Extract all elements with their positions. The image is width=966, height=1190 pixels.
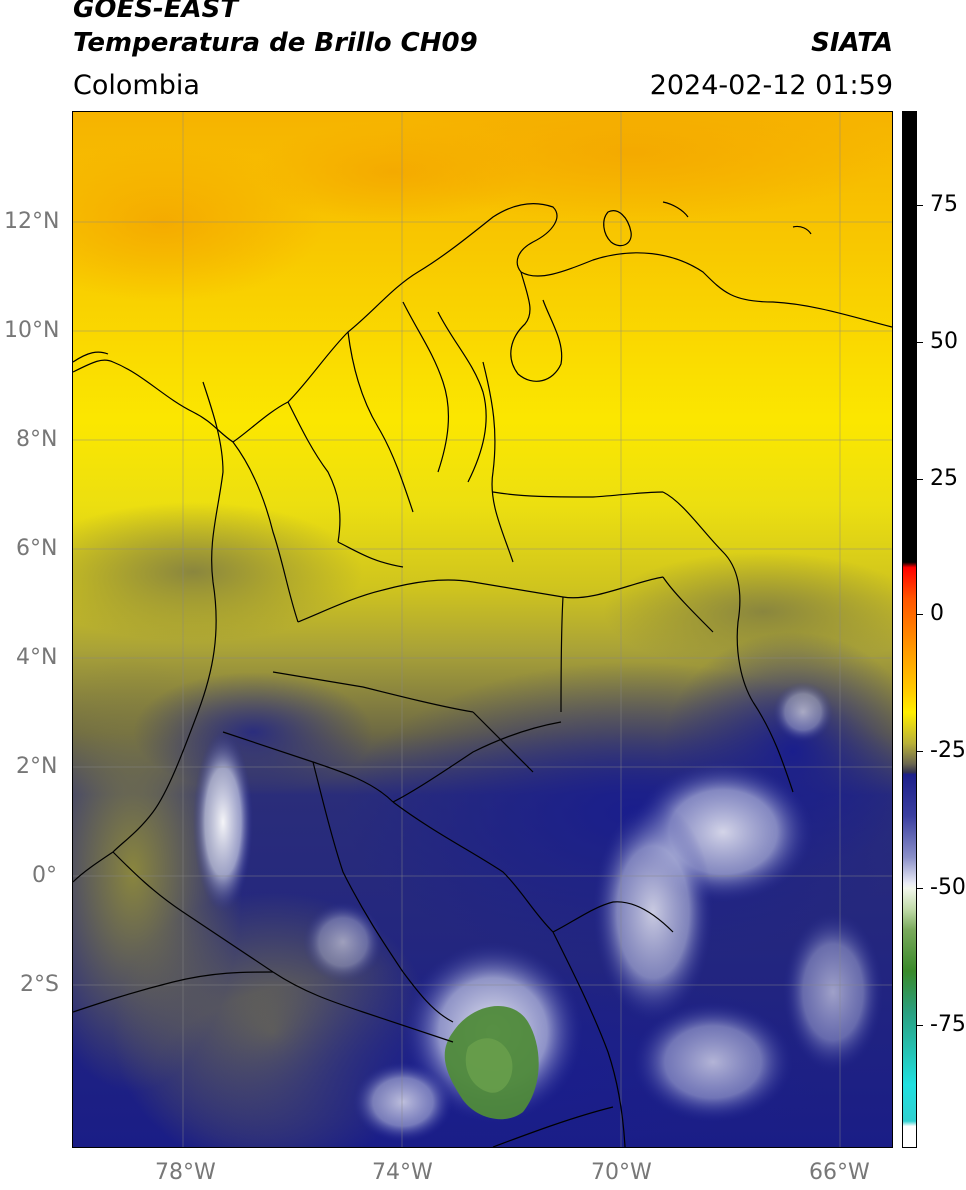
- satellite-title: GOES-EAST: [73, 0, 239, 24]
- lat-label-8n: 8°N: [16, 427, 58, 452]
- lat-label-6n: 6°N: [16, 536, 58, 561]
- colorbar-label-neg25: -25: [930, 738, 966, 763]
- colorbar-tick: [917, 751, 923, 752]
- lat-label-2s: 2°S: [20, 972, 59, 997]
- colorbar-tick: [917, 888, 923, 889]
- colorbar-tick: [917, 1025, 923, 1026]
- colorbar-tick: [917, 205, 923, 206]
- lon-label-66w: 66°W: [809, 1160, 870, 1185]
- colorbar-label-neg75: -75: [930, 1012, 966, 1037]
- source-label: SIATA: [811, 28, 893, 58]
- lon-label-74w: 74°W: [372, 1160, 433, 1185]
- lat-label-4n: 4°N: [16, 645, 58, 670]
- colorbar-label-neg50: -50: [930, 875, 966, 900]
- colorbar-tick: [917, 614, 923, 615]
- region-label: Colombia: [73, 70, 200, 101]
- satellite-map: [72, 111, 893, 1148]
- colorbar-label-50: 50: [930, 329, 958, 354]
- boundaries: [73, 201, 892, 1147]
- lon-label-78w: 78°W: [155, 1160, 216, 1185]
- lat-label-0: 0°: [32, 863, 57, 888]
- product-title: Temperatura de Brillo CH09: [73, 28, 478, 58]
- colorbar: [902, 111, 917, 1148]
- colorbar-label-0: 0: [930, 601, 944, 626]
- datetime-label: 2024-02-12 01:59: [649, 70, 893, 101]
- lat-label-2n: 2°N: [16, 754, 58, 779]
- lat-label-12n: 12°N: [4, 209, 60, 234]
- lat-label-10n: 10°N: [4, 318, 60, 343]
- lon-label-70w: 70°W: [591, 1160, 652, 1185]
- gridlines: [73, 112, 892, 1147]
- colorbar-label-25: 25: [930, 466, 958, 491]
- colorbar-tick: [917, 479, 923, 480]
- colorbar-tick: [917, 342, 923, 343]
- colorbar-label-75: 75: [930, 192, 958, 217]
